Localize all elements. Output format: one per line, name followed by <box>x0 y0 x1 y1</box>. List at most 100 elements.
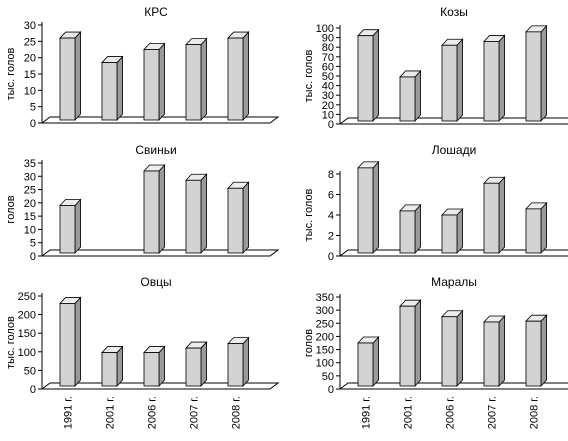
bar-front <box>101 62 118 121</box>
bar-side <box>540 314 547 388</box>
y-tick-label: 30 <box>322 90 334 102</box>
bar-front <box>143 49 160 121</box>
y-axis-label: тыс. голов <box>303 188 315 241</box>
bar-front <box>525 31 542 122</box>
y-axis-label: тыс. голов <box>5 47 17 100</box>
chart-panel-5: Овцы тыс. голов 0 50 100 150 200 250 <box>5 275 280 396</box>
bar-front <box>59 205 76 254</box>
y-tick-label: 0 <box>30 118 36 130</box>
y-tick-label: 90 <box>322 33 334 45</box>
bar-side <box>200 341 208 388</box>
bar-side <box>456 309 464 388</box>
bar-front <box>357 167 374 254</box>
bar-2008 <box>227 181 250 255</box>
y-tick-label: 5 <box>30 102 36 114</box>
bar-front <box>483 41 500 122</box>
y-axis-label: голов <box>5 195 17 223</box>
y-tick-label: 10 <box>24 85 36 97</box>
y-axis-label: тыс. голов <box>303 49 315 102</box>
bar-front <box>357 342 374 387</box>
bar-2008 <box>525 314 548 388</box>
bar-2006 <box>441 207 464 255</box>
chart-floor <box>338 117 568 125</box>
chart-floor <box>40 382 280 390</box>
bar-2001 <box>101 345 124 388</box>
y-tick-label: 150 <box>316 345 334 357</box>
bar-front <box>483 182 500 254</box>
y-tick-label: 8 <box>328 169 334 181</box>
bar-front <box>227 187 244 254</box>
y-tick-label: 4 <box>328 210 334 222</box>
chart-title: Овцы <box>140 275 171 289</box>
bar-front <box>483 321 500 387</box>
bar-side <box>456 207 464 255</box>
bar-side <box>242 181 250 255</box>
y-tick-label: 2 <box>328 231 334 243</box>
bar-side <box>158 42 166 122</box>
y-tick-label: 25 <box>24 36 36 48</box>
y-tick-label: 5 <box>30 238 36 250</box>
y-tick-label: 300 <box>316 305 334 317</box>
bar-1991 <box>357 28 380 123</box>
bar-1991 <box>59 198 82 255</box>
bar-side <box>74 198 81 255</box>
y-tick-label: 70 <box>322 52 334 64</box>
chart-title: Свиньи <box>135 143 176 157</box>
bar-front <box>101 352 118 387</box>
bar-2008 <box>227 336 250 388</box>
bar-side <box>456 38 464 123</box>
chart-floor <box>338 382 568 390</box>
bar-side <box>414 299 422 388</box>
bar-1991 <box>357 335 380 388</box>
bar-1991 <box>59 31 82 122</box>
bar-front <box>357 35 374 122</box>
chart-title: Козы <box>440 5 468 19</box>
bar-side <box>116 345 123 388</box>
y-tick-label: 0 <box>328 251 334 263</box>
bar-side <box>372 335 380 388</box>
y-tick-label: 200 <box>316 331 334 343</box>
bar-side <box>414 69 422 123</box>
bar-side <box>116 55 123 122</box>
x-category-label: 2006 г. <box>147 396 159 429</box>
bar-front <box>59 303 76 387</box>
y-tick-label: 0 <box>328 119 334 131</box>
bar-2007 <box>185 341 208 388</box>
y-tick-label: 30 <box>24 20 36 32</box>
bar-side <box>242 336 250 388</box>
y-tick-label: 35 <box>24 158 36 170</box>
bar-front <box>185 347 202 387</box>
x-category-label: 2007 г. <box>189 396 201 429</box>
bar-2007 <box>185 37 208 122</box>
y-tick-label: 40 <box>322 81 334 93</box>
y-tick-label: 250 <box>316 318 334 330</box>
bar-front <box>399 305 416 387</box>
y-tick-label: 15 <box>24 69 36 81</box>
bar-front <box>525 320 542 387</box>
bar-front <box>185 179 202 254</box>
y-tick-label: 20 <box>24 53 36 65</box>
bar-front <box>227 343 244 387</box>
bar-front <box>143 352 160 387</box>
y-tick-label: 100 <box>316 358 334 370</box>
bar-side <box>242 31 250 122</box>
chart-title: Лошади <box>432 143 477 157</box>
y-axis-label: голов <box>303 329 315 357</box>
bar-2001 <box>101 55 124 122</box>
bar-side <box>540 24 547 123</box>
x-category-label: 1991 г. <box>361 396 373 429</box>
y-tick-label: 50 <box>322 71 334 83</box>
y-tick-label: 10 <box>322 109 334 121</box>
bar-front <box>227 37 244 121</box>
y-tick-label: 150 <box>18 328 36 340</box>
bar-side <box>498 314 506 388</box>
y-tick-label: 25 <box>24 185 36 197</box>
bar-2008 <box>525 24 548 123</box>
y-tick-label: 0 <box>30 251 36 263</box>
bar-front <box>399 76 416 122</box>
bar-2001 <box>399 203 422 255</box>
x-category-label: 1991 г. <box>63 396 75 429</box>
